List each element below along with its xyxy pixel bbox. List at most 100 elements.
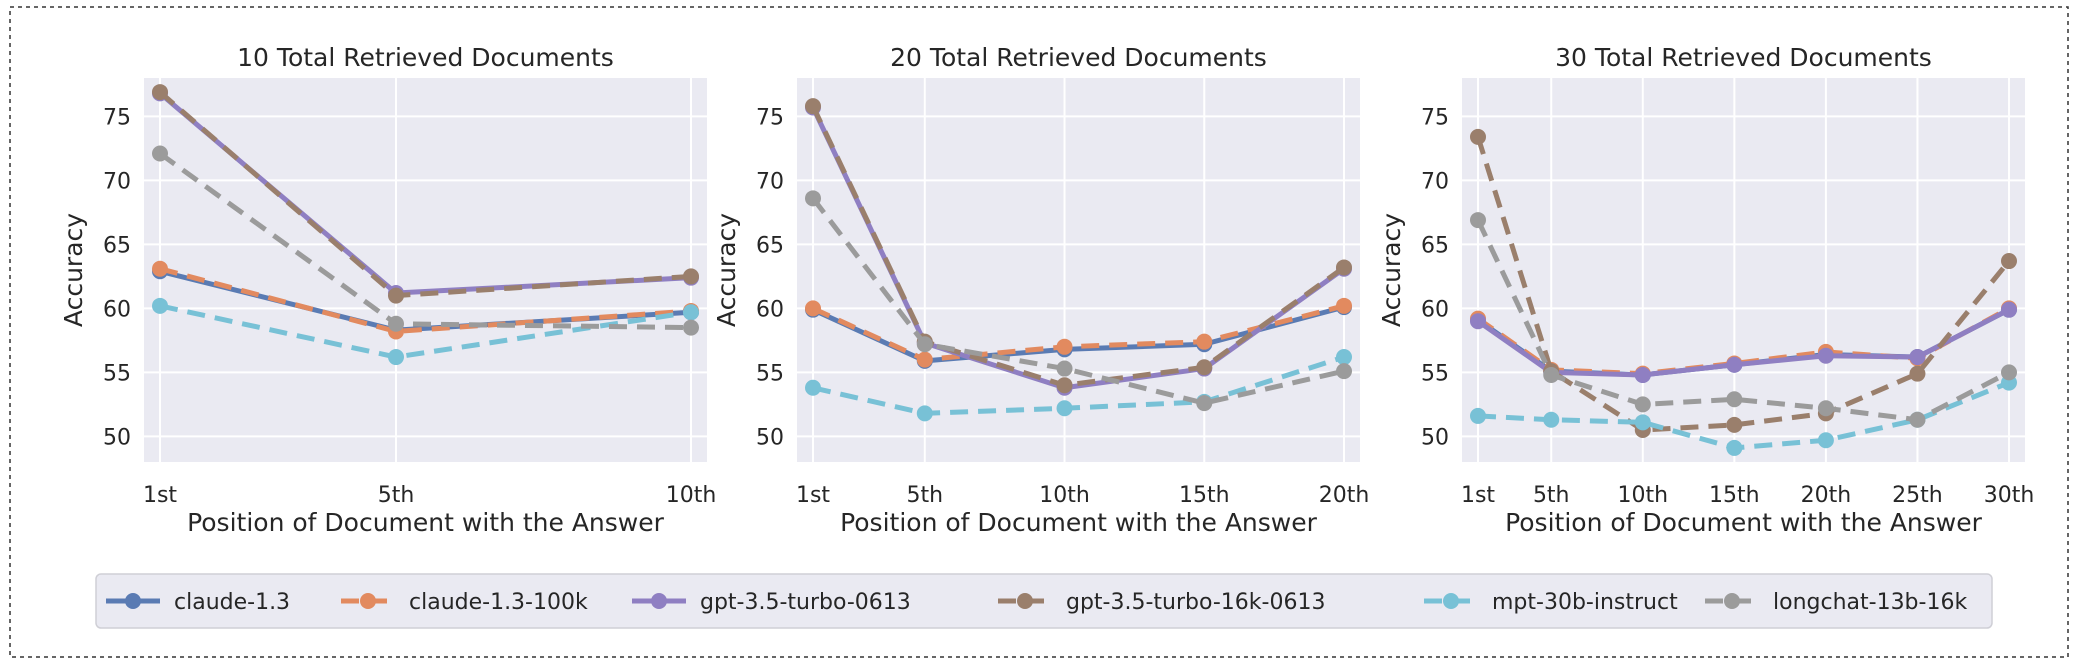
chart-title: 10 Total Retrieved Documents — [237, 43, 614, 72]
data-point — [2001, 253, 2017, 270]
legend-swatch-marker — [125, 593, 141, 609]
legend-item-gpt-3-5-turbo-0613: gpt-3.5-turbo-0613 — [632, 590, 911, 615]
data-point — [152, 297, 168, 314]
data-point — [2001, 301, 2017, 318]
legend-swatch-marker — [1443, 593, 1459, 609]
x-tick-label: 1st — [1461, 483, 1495, 508]
data-point — [1543, 366, 1560, 383]
y-tick-label: 55 — [1421, 361, 1449, 386]
y-axis-label: Accuracy — [712, 213, 741, 327]
data-point — [1817, 400, 1834, 417]
data-point — [152, 84, 168, 101]
data-point — [805, 98, 821, 115]
data-point — [1817, 432, 1834, 449]
y-tick-label: 70 — [103, 169, 131, 194]
data-point — [1470, 128, 1486, 145]
data-point — [1196, 395, 1213, 412]
x-tick-label: 5th — [907, 483, 944, 508]
data-point — [683, 304, 699, 321]
data-point — [1470, 313, 1486, 330]
data-point — [1726, 356, 1743, 373]
y-tick-label: 65 — [103, 233, 131, 258]
y-tick-label: 60 — [1421, 297, 1449, 322]
plot-area — [144, 78, 707, 462]
chart-panels: 50 55 60 65 70 75 1st 5th 10th 10 Total Retrieved… — [59, 43, 2034, 537]
data-point — [1726, 391, 1743, 408]
x-tick-label: 15th — [1709, 483, 1760, 508]
x-tick-label: 30th — [1984, 483, 2035, 508]
legend-swatch-marker — [360, 593, 376, 609]
y-tick-label: 50 — [756, 425, 784, 450]
chart-title: 20 Total Retrieved Documents — [890, 43, 1267, 72]
chart-panel-3: 50 55 60 65 70 75 1st 5th 10th 15th 20th 25th 30th 30… — [1377, 43, 2034, 537]
data-point — [916, 351, 933, 368]
data-point — [1196, 333, 1213, 350]
legend-label: gpt-3.5-turbo-0613 — [700, 590, 911, 615]
data-point — [805, 379, 821, 396]
gridlines — [797, 78, 1360, 462]
data-point — [1634, 414, 1651, 431]
x-axis-label: Position of Document with the Answer — [187, 508, 665, 537]
data-point — [1336, 363, 1352, 380]
data-point — [1336, 259, 1352, 276]
x-tick-label: 25th — [1892, 483, 1943, 508]
data-point — [1336, 297, 1352, 314]
data-point — [1909, 349, 1926, 366]
data-point — [1056, 338, 1073, 355]
legend-swatch-marker — [651, 593, 667, 609]
data-point — [1909, 411, 1926, 428]
y-axis-label: Accuracy — [59, 213, 88, 327]
legend-item-gpt-3-5-turbo-16k-0613: gpt-3.5-turbo-16k-0613 — [998, 590, 1325, 615]
data-point — [1056, 400, 1073, 417]
legend-item-claude-1-3: claude-1.3 — [106, 590, 290, 615]
y-tick-label: 60 — [103, 297, 131, 322]
chart-panel-1: 50 55 60 65 70 75 1st 5th 10th 10 Total Retrieved… — [59, 43, 716, 537]
data-point — [1470, 407, 1486, 424]
x-tick-label: 1st — [143, 483, 177, 508]
data-point — [152, 260, 168, 277]
y-tick-label: 60 — [756, 297, 784, 322]
data-point — [683, 319, 699, 336]
y-tick-label: 70 — [756, 169, 784, 194]
data-point — [1336, 349, 1352, 366]
data-point — [388, 349, 404, 366]
plot-area — [1462, 78, 2025, 462]
chart-panel-2: 50 55 60 65 70 75 1st 5th 10th 15th 20th 20 Total R… — [712, 43, 1369, 537]
legend-label: claude-1.3-100k — [409, 590, 588, 615]
x-tick-label: 1st — [796, 483, 830, 508]
data-point — [1909, 365, 1926, 382]
legend-label: claude-1.3 — [174, 590, 290, 615]
data-point — [1196, 359, 1213, 376]
x-axis-label: Position of Document with the Answer — [840, 508, 1318, 537]
legend-item-mpt-30b-instruct: mpt-30b-instruct — [1424, 590, 1678, 615]
legend-label: gpt-3.5-turbo-16k-0613 — [1066, 590, 1325, 615]
series-longchat-13b-16k — [805, 190, 1352, 412]
y-tick-label: 75 — [1421, 105, 1449, 130]
data-point — [388, 287, 404, 304]
legend-item-longchat-13b-16k: longchat-13b-16k — [1705, 590, 1967, 615]
figure-border — [9, 6, 2069, 658]
data-point — [916, 405, 933, 422]
x-tick-label: 5th — [378, 483, 415, 508]
legend-swatch-marker — [1724, 593, 1740, 609]
series-mpt-30b-instruct — [152, 297, 699, 366]
series-claude-1-3-100k — [805, 297, 1352, 368]
data-point — [683, 268, 699, 285]
y-tick-label: 70 — [1421, 169, 1449, 194]
series-longchat-13b-16k — [152, 145, 699, 336]
data-point — [805, 190, 821, 207]
y-tick-label: 75 — [756, 105, 784, 130]
data-point — [1056, 377, 1073, 394]
x-tick-label: 10th — [1618, 483, 1669, 508]
y-tick-label: 50 — [103, 425, 131, 450]
chart-title: 30 Total Retrieved Documents — [1555, 43, 1932, 72]
data-point — [1634, 366, 1651, 383]
y-tick-label: 65 — [1421, 233, 1449, 258]
y-tick-label: 75 — [103, 105, 131, 130]
data-point — [1726, 416, 1743, 433]
x-tick-label: 5th — [1533, 483, 1570, 508]
legend-swatch-marker — [1017, 593, 1033, 609]
x-tick-label: 20th — [1319, 483, 1370, 508]
x-tick-label: 20th — [1801, 483, 1852, 508]
